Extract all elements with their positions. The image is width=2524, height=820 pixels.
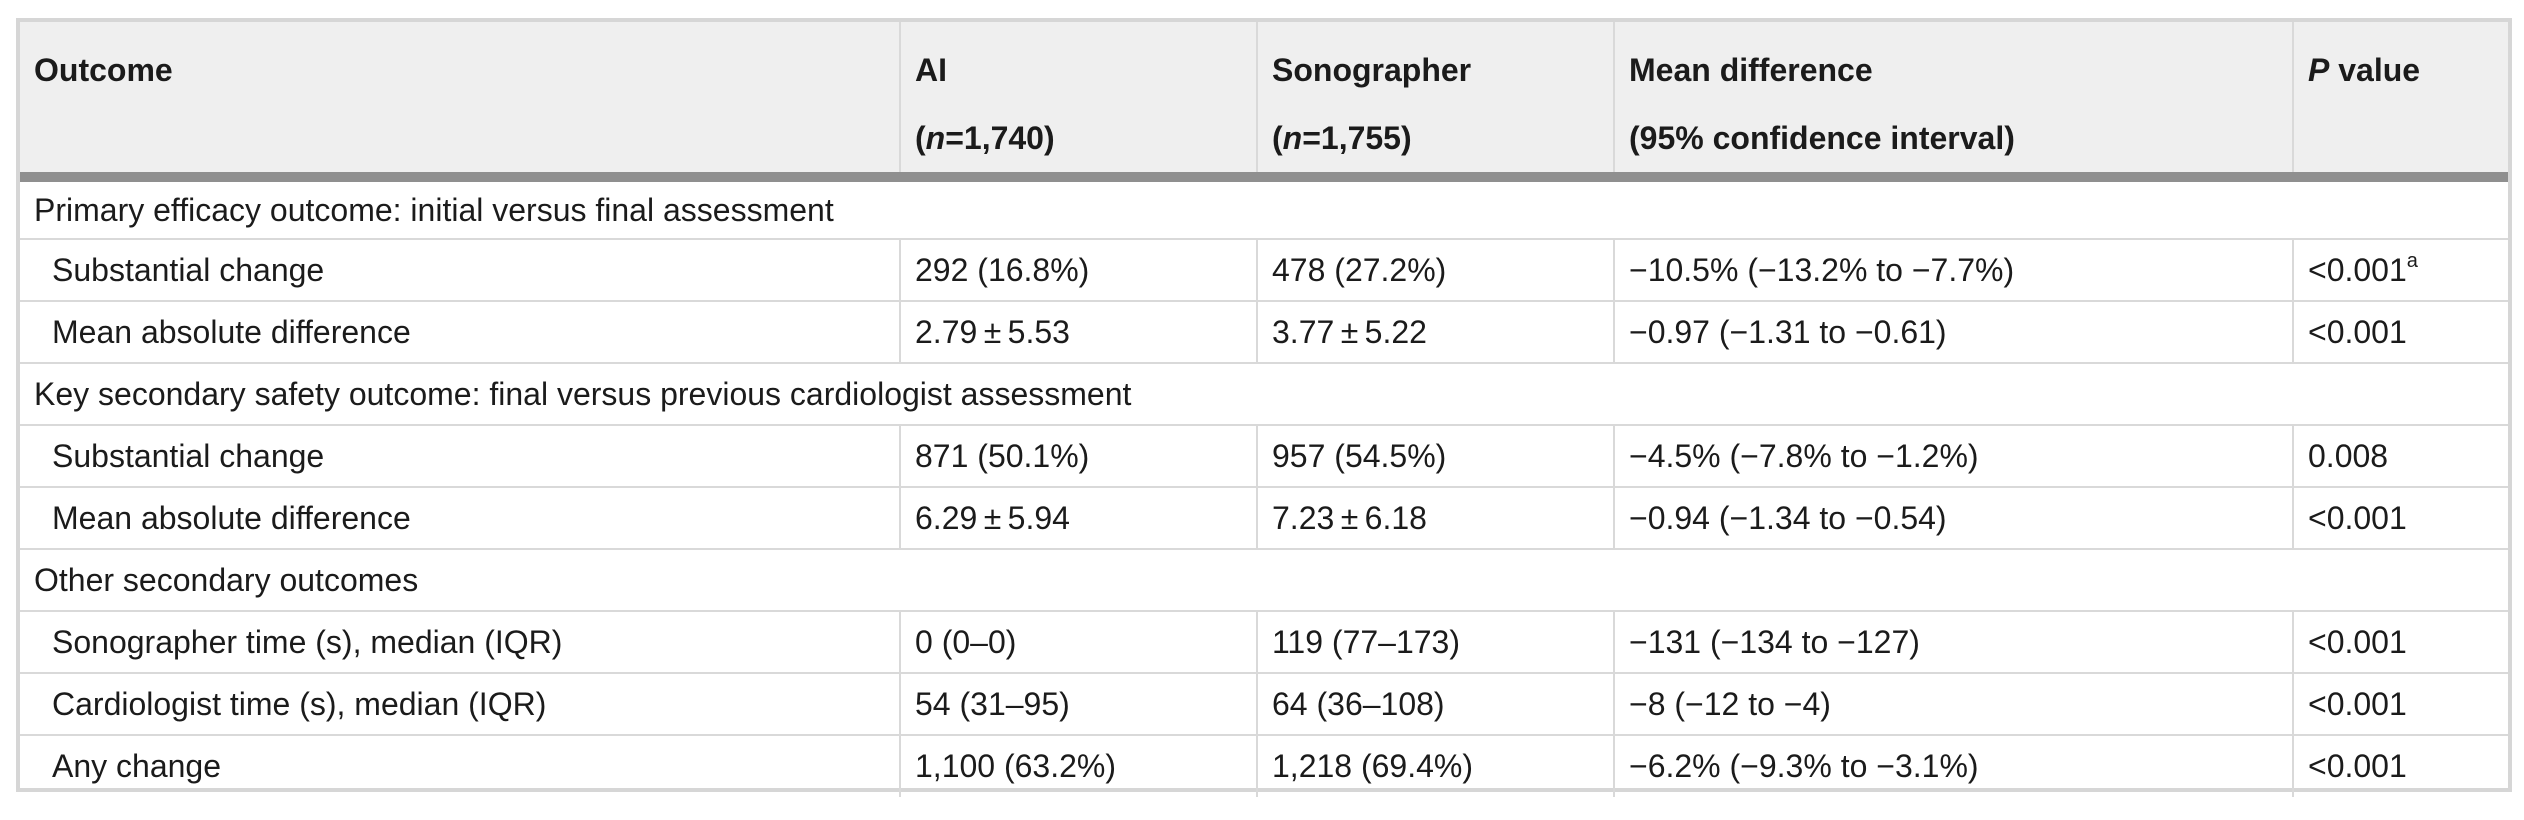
- section-row: Primary efficacy outcome: initial versus…: [20, 177, 2508, 240]
- cell-outcome: Substantial change: [20, 425, 901, 488]
- cell-outcome: Mean absolute difference: [20, 487, 901, 550]
- table-row: Mean absolute difference 6.29 ± 5.94 7.2…: [20, 487, 2508, 550]
- table-row: Mean absolute difference 2.79 ± 5.53 3.7…: [20, 301, 2508, 364]
- cell-ai: 2.79 ± 5.53: [900, 301, 1258, 364]
- section-title: Other secondary outcomes: [20, 549, 2508, 612]
- header-mean-difference: Mean difference (95% confidence interval): [1614, 22, 2294, 182]
- cell-outcome: Substantial change: [20, 239, 901, 302]
- cell-p-value: <0.001: [2293, 487, 2508, 550]
- cell-p-value: 0.008: [2293, 425, 2508, 488]
- cell-outcome: Mean absolute difference: [20, 301, 901, 364]
- section-row: Other secondary outcomes: [20, 549, 2508, 612]
- footnote-marker: a: [2406, 249, 2418, 272]
- cell-ai: 871 (50.1%): [900, 425, 1258, 488]
- cell-outcome: Cardiologist time (s), median (IQR): [20, 673, 901, 736]
- table-row: Any change 1,100 (63.2%) 1,218 (69.4%) −…: [20, 735, 2508, 797]
- cell-sonographer: 3.77 ± 5.22: [1257, 301, 1615, 364]
- cell-sonographer: 7.23 ± 6.18: [1257, 487, 1615, 550]
- cell-ai: 54 (31–95): [900, 673, 1258, 736]
- cell-mean-difference: −0.97 (−1.31 to −0.61): [1614, 301, 2294, 364]
- table-row: Substantial change 292 (16.8%) 478 (27.2…: [20, 239, 2508, 302]
- table-row: Sonographer time (s), median (IQR) 0 (0–…: [20, 611, 2508, 674]
- cell-mean-difference: −4.5% (−7.8% to −1.2%): [1614, 425, 2294, 488]
- cell-mean-difference: −10.5% (−13.2% to −7.7%): [1614, 239, 2294, 302]
- cell-outcome: Any change: [20, 735, 901, 797]
- cell-mean-difference: −8 (−12 to −4): [1614, 673, 2294, 736]
- cell-ai: 6.29 ± 5.94: [900, 487, 1258, 550]
- cell-mean-difference: −0.94 (−1.34 to −0.54): [1614, 487, 2294, 550]
- table-row: Substantial change 871 (50.1%) 957 (54.5…: [20, 425, 2508, 488]
- cell-p-value: <0.001: [2293, 673, 2508, 736]
- table-header-row: Outcome AI (n=1,740) Sonographer (n=1,755)…: [20, 22, 2508, 182]
- cell-sonographer: 478 (27.2%): [1257, 239, 1615, 302]
- results-table: Outcome AI (n=1,740) Sonographer (n=1,755)…: [20, 22, 2508, 797]
- results-table-container: Outcome AI (n=1,740) Sonographer (n=1,755)…: [16, 18, 2512, 797]
- section-row: Key secondary safety outcome: final vers…: [20, 363, 2508, 426]
- table-row: Cardiologist time (s), median (IQR) 54 (…: [20, 673, 2508, 736]
- section-title: Key secondary safety outcome: final vers…: [20, 363, 2508, 426]
- section-title: Primary efficacy outcome: initial versus…: [20, 177, 2508, 240]
- header-p-value: P value: [2293, 22, 2508, 182]
- cell-mean-difference: −131 (−134 to −127): [1614, 611, 2294, 674]
- cell-ai: 1,100 (63.2%): [900, 735, 1258, 797]
- cell-sonographer: 119 (77–173): [1257, 611, 1615, 674]
- cell-p-value: <0.001a: [2293, 239, 2508, 302]
- cell-p-value: <0.001: [2308, 748, 2407, 784]
- header-sonographer: Sonographer (n=1,755): [1257, 22, 1615, 182]
- cell-p-value: <0.001: [2293, 611, 2508, 674]
- header-outcome: Outcome: [20, 22, 901, 182]
- cell-sonographer: 1,218 (69.4%): [1257, 735, 1615, 797]
- cell-sonographer: 957 (54.5%): [1257, 425, 1615, 488]
- cell-outcome: Sonographer time (s), median (IQR): [20, 611, 901, 674]
- cell-mean-difference: −6.2% (−9.3% to −3.1%): [1614, 735, 2294, 797]
- cell-ai: 0 (0–0): [900, 611, 1258, 674]
- cell-p-value: <0.001: [2293, 301, 2508, 364]
- cell-ai: 292 (16.8%): [900, 239, 1258, 302]
- cell-sonographer: 64 (36–108): [1257, 673, 1615, 736]
- header-ai: AI (n=1,740): [900, 22, 1258, 182]
